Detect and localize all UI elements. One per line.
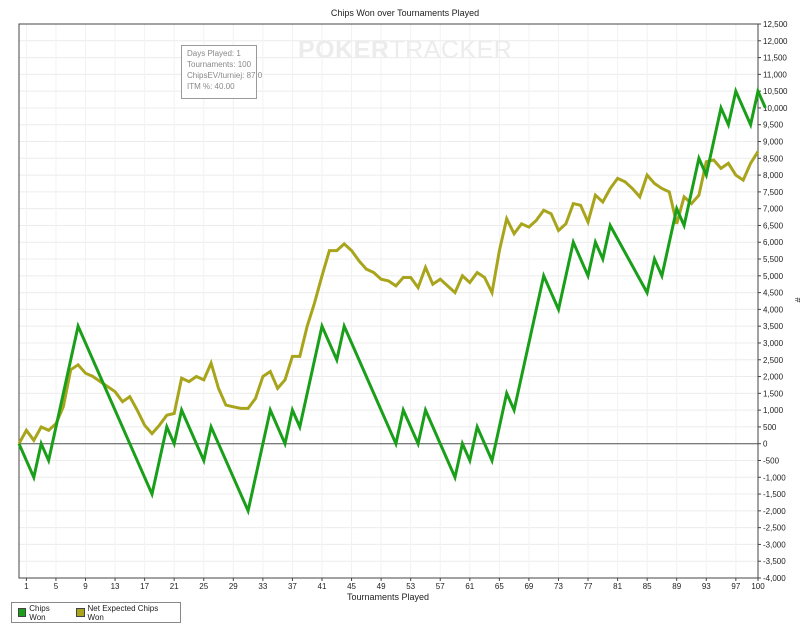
series-line-net-expected-chips-won	[17, 150, 760, 445]
watermark-bold: POKER	[298, 36, 390, 64]
x-tick-label: 1	[24, 582, 29, 591]
x-tick-label: 85	[643, 582, 652, 591]
y-tick-label: -3,000	[763, 540, 786, 549]
chart-title: Chips Won over Tournaments Played	[331, 8, 479, 18]
x-tick-label: 73	[554, 582, 563, 591]
series-line-chips-won	[17, 86, 767, 516]
legend-item-chips-won[interactable]: Chips Won	[18, 604, 64, 622]
y-tick-label: -4,000	[763, 574, 786, 583]
x-tick-label: 37	[288, 582, 297, 591]
y-tick-label: 7,000	[763, 205, 784, 214]
x-tick-label: 45	[347, 582, 356, 591]
x-tick-label: 100	[751, 582, 765, 591]
x-tick-label: 21	[170, 582, 179, 591]
x-tick-label: 57	[436, 582, 445, 591]
y-tick-label: -1,000	[763, 473, 786, 482]
x-tick-label: 33	[258, 582, 267, 591]
x-tick-label: 5	[54, 582, 59, 591]
x-tick-label: 65	[495, 582, 504, 591]
y-tick-label: 9,000	[763, 138, 784, 147]
x-tick-label: 49	[377, 582, 386, 591]
x-axis: 1 5 9 13 17 21 25 29 33 37 41 45 49 53 57 61 65 69 73 77 81 8…	[24, 578, 765, 591]
x-tick-label: 89	[672, 582, 681, 591]
stat-days-played: Days Played: 1	[187, 49, 241, 58]
x-tick-label: 29	[229, 582, 238, 591]
y-tick-label: 11,500	[763, 54, 787, 63]
y-tick-label: 3,500	[763, 322, 784, 331]
x-tick-label: 13	[111, 582, 120, 591]
stat-tournaments: Tournaments: 100	[187, 60, 252, 69]
series-layer	[17, 86, 767, 516]
y-tick-label: 10,500	[763, 87, 788, 96]
legend-label-chips-won: Chips Won	[29, 603, 50, 622]
y-tick-label: -2,000	[763, 507, 786, 516]
y-tick-label: -3,500	[763, 557, 786, 566]
y-tick-label: 5,000	[763, 272, 784, 281]
x-tick-label: 61	[465, 582, 474, 591]
y-tick-label: 11,000	[763, 70, 787, 79]
y-axis-label: #	[793, 297, 800, 302]
legend: Chips Won Net Expected Chips Won	[11, 602, 181, 623]
y-tick-label: 12,500	[763, 20, 788, 29]
watermark-thin: TRACKER	[389, 36, 513, 64]
x-tick-label: 81	[613, 582, 622, 591]
y-tick-label: 1,000	[763, 406, 784, 415]
y-tick-label: 1,500	[763, 389, 784, 398]
y-tick-label: 4,000	[763, 305, 784, 314]
y-tick-label: 0	[763, 440, 768, 449]
y-tick-label: 6,500	[763, 221, 784, 230]
x-tick-label: 53	[406, 582, 415, 591]
legend-swatch-net-expected	[76, 608, 85, 617]
y-tick-label: -2,500	[763, 524, 786, 533]
stats-box: Days Played: 1 Tournaments: 100 ChipsEV/…	[181, 45, 263, 99]
y-tick-label: 8,000	[763, 171, 784, 180]
y-tick-label: 2,500	[763, 356, 784, 365]
y-tick-label: 9,500	[763, 121, 784, 130]
y-tick-label: 10,000	[763, 104, 788, 113]
y-tick-label: 4,500	[763, 289, 784, 298]
stat-chips-ev: ChipsEV/turniej: 87.0	[187, 71, 263, 80]
stat-itm: ITM %: 40.00	[187, 82, 235, 91]
grid-lines	[19, 23, 759, 579]
y-tick-label: 5,500	[763, 255, 784, 264]
legend-swatch-chips-won	[18, 608, 27, 617]
y-axis: 12,500 12,000 11,500 11,000 10,500 10,000 9,50…	[758, 20, 788, 583]
y-tick-label: 8,500	[763, 154, 784, 163]
y-tick-label: -500	[763, 456, 780, 465]
x-axis-label: Tournaments Played	[347, 592, 429, 602]
x-tick-label: 69	[524, 582, 533, 591]
y-tick-label: 12,000	[763, 37, 788, 46]
y-tick-label: 500	[763, 423, 777, 432]
x-tick-label: 17	[140, 582, 149, 591]
legend-item-net-expected[interactable]: Net Expected Chips Won	[76, 604, 168, 622]
y-tick-label: 7,500	[763, 188, 784, 197]
legend-label-net-expected: Net Expected Chips Won	[87, 603, 159, 622]
x-tick-label: 77	[584, 582, 593, 591]
x-tick-label: 41	[318, 582, 327, 591]
x-tick-label: 25	[199, 582, 208, 591]
x-tick-label: 9	[83, 582, 88, 591]
y-tick-label: -1,500	[763, 490, 786, 499]
x-tick-label: 97	[731, 582, 740, 591]
y-tick-label: 2,000	[763, 373, 784, 382]
y-tick-label: 6,000	[763, 238, 784, 247]
plot-frame	[18, 23, 759, 579]
x-tick-label: 93	[702, 582, 711, 591]
y-tick-label: 3,000	[763, 339, 784, 348]
pokertracker-watermark: POKERTRACKER	[298, 36, 512, 65]
